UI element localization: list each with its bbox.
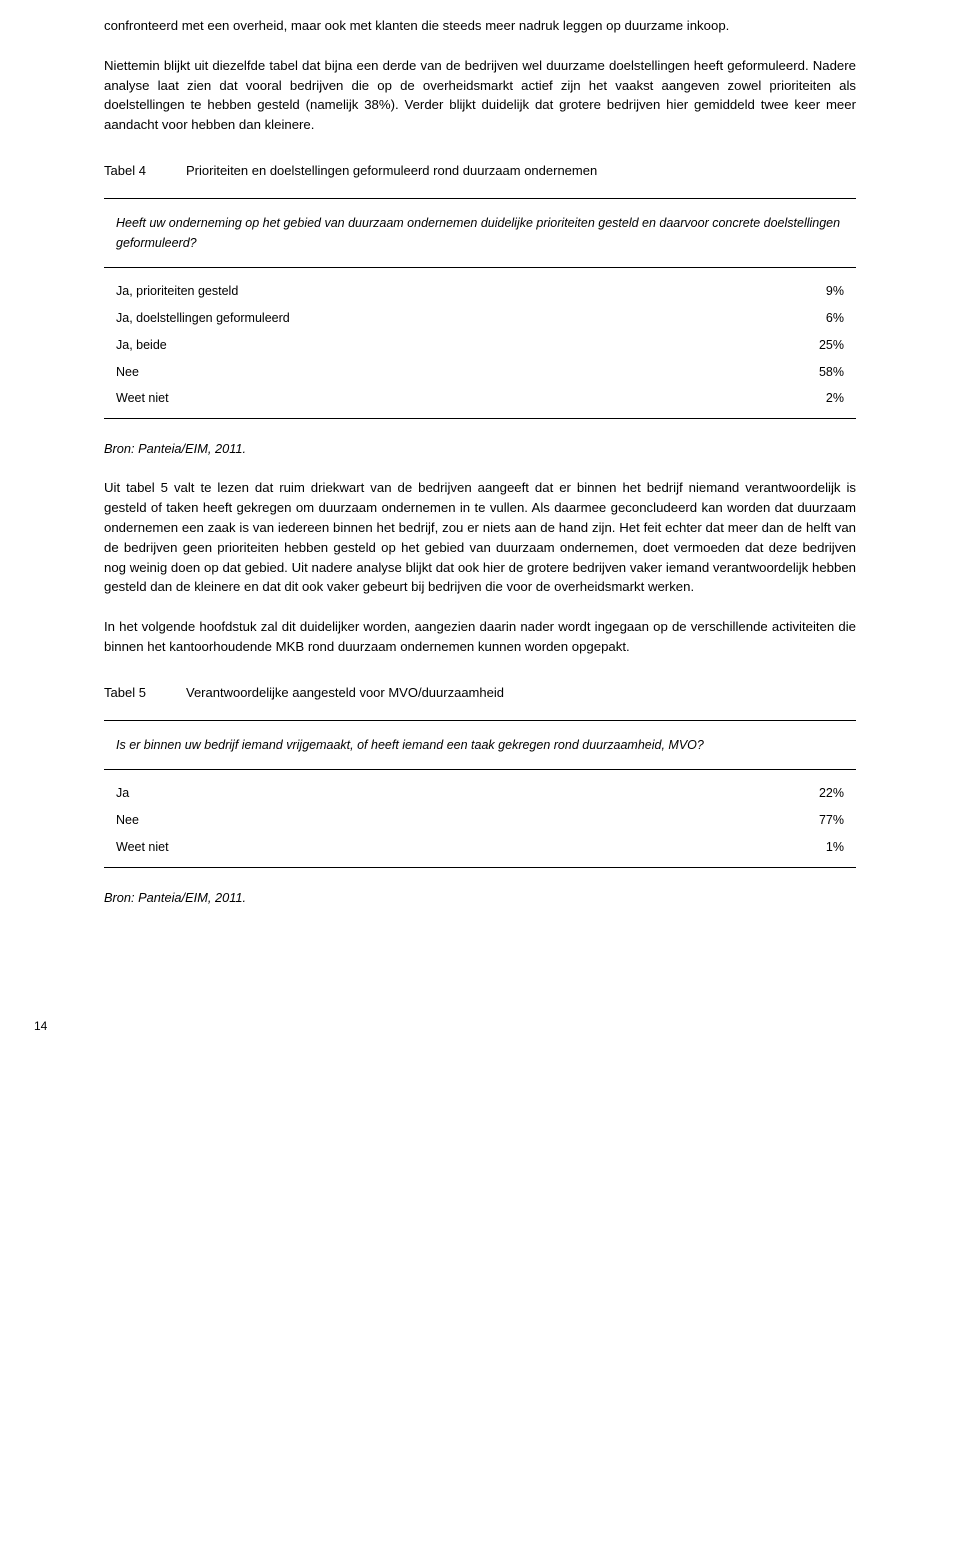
rule [104, 867, 856, 868]
rule [104, 418, 856, 419]
page-number: 14 [34, 1017, 856, 1035]
table-5-title: Verantwoordelijke aangesteld voor MVO/du… [186, 683, 856, 703]
row-value: 25% [794, 336, 844, 355]
row-label: Weet niet [116, 389, 794, 408]
row-label: Nee [116, 363, 794, 382]
document-page: confronteerd met een overheid, maar ook … [0, 0, 960, 1059]
table-4-header: Tabel 4 Prioriteiten en doelstellingen g… [104, 161, 856, 181]
table-4-question: Heeft uw onderneming op het gebied van d… [104, 199, 856, 267]
row-label: Ja, beide [116, 336, 794, 355]
table-5-source: Bron: Panteia/EIM, 2011. [104, 888, 856, 907]
row-value: 1% [794, 838, 844, 857]
table-4-title: Prioriteiten en doelstellingen geformule… [186, 161, 856, 181]
table-row: Weet niet2% [116, 385, 844, 412]
row-label: Ja [116, 784, 794, 803]
paragraph-intro-a: confronteerd met een overheid, maar ook … [104, 16, 856, 36]
row-value: 22% [794, 784, 844, 803]
table-4: Tabel 4 Prioriteiten en doelstellingen g… [104, 161, 856, 419]
row-label: Ja, doelstellingen geformuleerd [116, 309, 794, 328]
table-row: Weet niet1% [116, 834, 844, 861]
paragraph-after-t4: Uit tabel 5 valt te lezen dat ruim driek… [104, 478, 856, 597]
row-label: Nee [116, 811, 794, 830]
table-5-header: Tabel 5 Verantwoordelijke aangesteld voo… [104, 683, 856, 703]
row-value: 6% [794, 309, 844, 328]
row-value: 9% [794, 282, 844, 301]
table-5: Tabel 5 Verantwoordelijke aangesteld voo… [104, 683, 856, 868]
table-row: Ja, beide25% [116, 332, 844, 359]
table-row: Ja, prioriteiten gesteld9% [116, 278, 844, 305]
table-4-rows: Ja, prioriteiten gesteld9%Ja, doelstelli… [104, 268, 856, 418]
table-5-rows: Ja22%Nee77%Weet niet1% [104, 770, 856, 866]
row-value: 77% [794, 811, 844, 830]
table-row: Nee77% [116, 807, 844, 834]
table-5-question: Is er binnen uw bedrijf iemand vrijgemaa… [104, 721, 856, 769]
table-4-source: Bron: Panteia/EIM, 2011. [104, 439, 856, 458]
row-value: 2% [794, 389, 844, 408]
table-5-number: Tabel 5 [104, 683, 186, 703]
table-row: Ja22% [116, 780, 844, 807]
table-row: Ja, doelstellingen geformuleerd6% [116, 305, 844, 332]
row-label: Ja, prioriteiten gesteld [116, 282, 794, 301]
paragraph-transition: In het volgende hoofdstuk zal dit duidel… [104, 617, 856, 657]
row-value: 58% [794, 363, 844, 382]
row-label: Weet niet [116, 838, 794, 857]
table-row: Nee58% [116, 359, 844, 386]
paragraph-intro-b: Niettemin blijkt uit diezelfde tabel dat… [104, 56, 856, 135]
table-4-number: Tabel 4 [104, 161, 186, 181]
